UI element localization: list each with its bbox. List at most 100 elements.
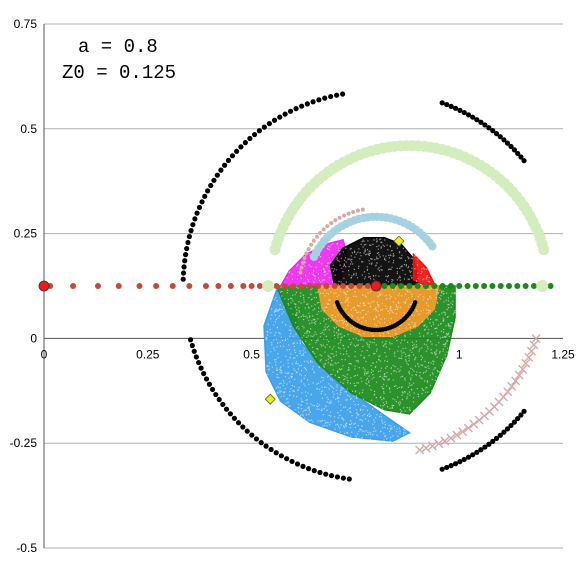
- series-5-point-31: [309, 252, 319, 261]
- series-13-point-0: [393, 235, 405, 247]
- x-tick-label-1: 0.25: [136, 347, 160, 361]
- series-1-point-27: [289, 458, 295, 465]
- series-0-point-1: [334, 92, 340, 98]
- series-0-point-30: [199, 199, 205, 205]
- series-3-point-21: [521, 408, 527, 414]
- series-2-point-21: [439, 100, 445, 106]
- series-6-point-25: [531, 333, 541, 343]
- series-1-point-16: [235, 420, 242, 426]
- series-1-point-10: [213, 391, 219, 398]
- series-0-point-29: [202, 193, 208, 199]
- series-3-point-9: [478, 447, 484, 453]
- series-1-point-34: [328, 473, 335, 479]
- series-7-point-14: [306, 247, 311, 252]
- series-4-point-61: [269, 244, 281, 256]
- series-10-point-3: [406, 283, 413, 289]
- series-6-point-17: [507, 381, 517, 391]
- series-9-point-10: [215, 283, 222, 289]
- series-0-point-37: [185, 239, 191, 246]
- series-1-point-14: [227, 411, 233, 417]
- series-0-point-6: [304, 101, 310, 107]
- annotation-a: a = 0.8: [78, 36, 158, 58]
- data-series: [38, 91, 554, 482]
- y-tick-label-0: 0.75: [14, 17, 38, 31]
- series-10-point-10: [464, 283, 471, 289]
- series-0-point-28: [205, 188, 211, 194]
- series-1-point-20: [253, 436, 260, 442]
- series-3-point-6: [465, 454, 472, 460]
- series-7-point-4: [342, 213, 347, 218]
- series-9-point-7: [169, 283, 176, 289]
- series-10-point-8: [447, 283, 454, 289]
- series-6-point-18: [511, 376, 521, 386]
- series-2-point-10: [486, 125, 492, 131]
- series-0-point-32: [194, 210, 200, 216]
- series-1-point-36: [340, 475, 346, 481]
- series-2-point-12: [478, 119, 484, 125]
- series-2-point-5: [504, 140, 511, 146]
- series-7-point-0: [360, 207, 365, 212]
- series-3-point-0: [439, 466, 445, 472]
- series-7-point-2: [351, 209, 356, 214]
- series-9-point-19: [298, 283, 305, 289]
- series-1-point-6: [201, 370, 207, 377]
- series-0-point-24: [218, 167, 224, 173]
- x-tick-label-3: 1: [456, 347, 463, 361]
- series-1-point-18: [244, 428, 250, 434]
- series-1-point-29: [300, 463, 306, 469]
- series-10-point-1: [389, 283, 396, 289]
- series-1-point-12: [220, 401, 226, 408]
- series-3-point-7: [470, 452, 476, 458]
- series-3-point-1: [444, 464, 450, 471]
- series-10-point-6: [431, 283, 438, 289]
- x-tick-label-0: 0: [41, 347, 48, 361]
- series-10-point-15: [506, 283, 513, 289]
- series-0-point-36: [186, 233, 193, 240]
- series-2-point-9: [490, 128, 496, 134]
- series-2-point-15: [465, 112, 472, 118]
- series-1-point-21: [258, 440, 264, 446]
- series-9-point-27: [364, 283, 371, 289]
- series-3-point-10: [482, 444, 488, 450]
- series-10-point-7: [439, 283, 446, 289]
- filled-regions: [263, 237, 456, 442]
- series-0-point-33: [192, 216, 198, 222]
- region-texture-red: [414, 255, 431, 283]
- series-9-point-4: [115, 283, 122, 289]
- series-0-point-31: [196, 204, 203, 211]
- series-0-point-42: [180, 270, 187, 276]
- series-6-point-6: [452, 430, 462, 440]
- series-7-point-17: [300, 260, 305, 265]
- series-10-point-17: [522, 283, 529, 289]
- series-6-point-2: [427, 441, 437, 451]
- series-0-point-22: [225, 157, 232, 164]
- series-6-point-5: [446, 433, 456, 443]
- series-2-point-6: [501, 137, 507, 143]
- series-9-point-17: [281, 283, 288, 289]
- series-3-point-3: [452, 461, 459, 467]
- annotations: a = 0.8 Z0 = 0.125: [62, 36, 176, 84]
- series-3-point-2: [448, 463, 454, 469]
- series-1-point-3: [193, 354, 199, 360]
- series-0-point-43: [180, 276, 186, 282]
- region-texture-orange: [320, 286, 438, 338]
- series-0-point-5: [310, 99, 316, 105]
- series-6-point-21: [521, 358, 531, 368]
- series-9-point-2: [70, 283, 77, 289]
- series-10-point-16: [514, 283, 521, 289]
- series-1-point-1: [189, 342, 195, 349]
- series-7-point-7: [329, 221, 334, 226]
- series-0-point-2: [328, 93, 334, 100]
- series-7-point-6: [333, 218, 338, 223]
- series-0-point-41: [181, 264, 187, 270]
- series-9-point-24: [339, 283, 346, 289]
- y-tick-label-2: 0.25: [14, 227, 38, 241]
- grid-lines: [43, 23, 563, 549]
- series-0-point-26: [211, 177, 217, 183]
- series-10-point-13: [489, 283, 496, 289]
- series-1-point-15: [231, 415, 238, 421]
- series-2-point-13: [474, 117, 480, 123]
- series-0-point-4: [316, 97, 322, 103]
- series-1-point-13: [223, 406, 230, 412]
